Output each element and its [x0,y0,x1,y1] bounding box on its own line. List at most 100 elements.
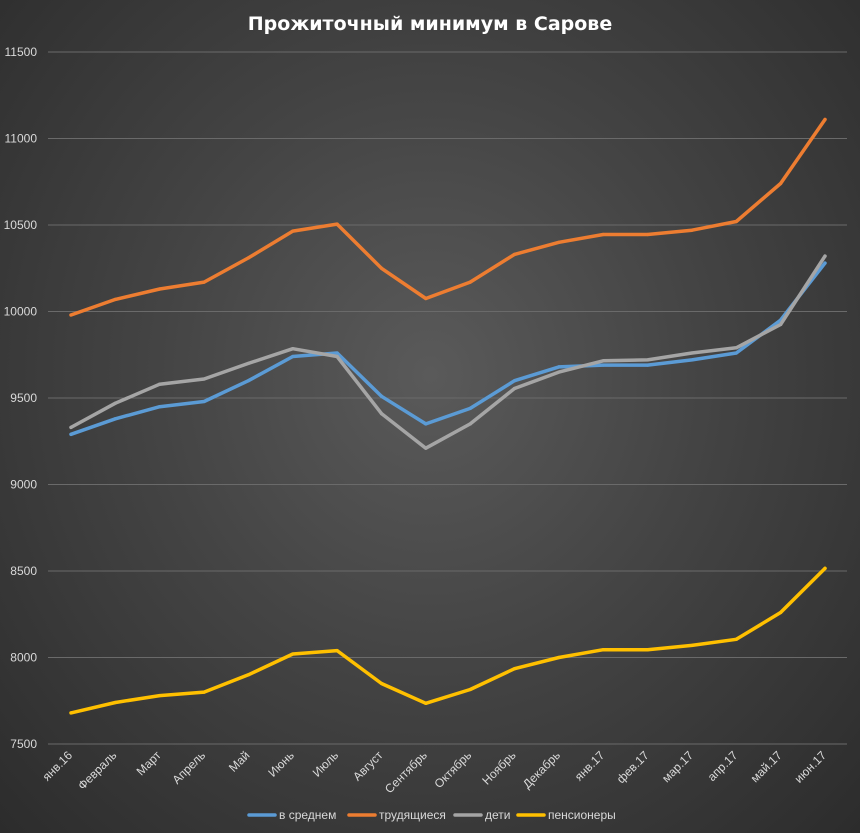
series-line-1 [69,117,827,317]
x-tick-label: Ноябрь [479,748,518,787]
data-point [379,411,384,416]
data-point [246,361,251,365]
y-tick-label: 9500 [10,391,37,405]
data-point [379,681,384,686]
data-point [645,232,650,237]
data-point [512,386,517,391]
data-point [69,425,73,430]
data-point [557,240,561,244]
gridlines [48,51,847,745]
y-tick-label: 11500 [5,45,38,59]
x-tick-label: Апрель [169,748,208,787]
data-point [557,655,561,660]
data-point [734,346,738,350]
data-point [69,711,73,715]
data-point [823,261,827,265]
data-point [823,254,827,258]
y-tick-label: 11000 [5,132,38,146]
x-tick-label: фев.17 [614,748,652,786]
data-point [424,422,428,426]
legend-label: дети [485,808,510,822]
x-tick-label: Март [134,748,165,779]
data-point [601,359,605,363]
data-point [601,363,605,367]
data-point [823,566,827,571]
legend: в среднем трудящиеся дети пенсионеры [247,808,616,822]
data-point [202,280,206,284]
data-point [379,266,384,270]
data-point [69,313,73,317]
data-point [291,652,295,656]
x-tick-label: Февраль [75,748,119,792]
data-point [113,401,117,405]
data-point [512,379,517,383]
data-point [291,347,295,351]
data-point [690,643,694,647]
data-point [512,252,517,257]
data-point [645,648,650,652]
data-point [202,377,206,381]
data-point [246,673,251,677]
data-point [512,667,517,671]
x-axis-ticks: янв.16 Февраль Март Апрель Май Июнь Июль Август… [40,748,830,796]
data-point [468,422,472,426]
data-point [557,370,561,374]
data-point [557,365,561,369]
x-tick-label: Октябрь [432,748,475,791]
data-point [823,117,827,122]
data-point [734,637,738,641]
x-tick-label: Декабрь [520,748,563,791]
y-tick-label: 7500 [10,737,37,751]
data-point [468,687,472,692]
x-tick-label: июн.17 [792,748,830,786]
x-tick-label: Август [350,748,386,784]
chart-title: Прожиточный минимум в Сарове [248,13,612,35]
data-point [113,417,117,421]
data-point [468,280,472,284]
data-point [291,354,295,359]
legend-label: трудящиеся [379,808,446,822]
x-tick-label: мар.17 [659,748,696,785]
data-point [734,219,738,224]
data-point [779,322,783,327]
data-point [645,358,650,362]
x-tick-label: Июль [310,748,342,780]
y-tick-label: 10000 [4,305,38,319]
data-point [379,394,384,398]
data-point [202,399,206,404]
data-point [158,693,162,698]
data-point [291,229,295,233]
x-tick-label: Сентябрь [382,748,430,796]
data-point [601,232,605,237]
data-point [335,222,339,226]
x-tick-label: Май [226,748,253,775]
data-point [424,296,428,301]
x-tick-label: май.17 [748,748,785,785]
data-point [246,256,251,260]
data-point [601,648,605,652]
data-point [779,181,783,186]
data-point [113,700,117,705]
data-point [335,351,339,355]
series-line-0 [69,261,827,437]
y-tick-label: 8000 [10,651,37,665]
data-point [202,690,206,694]
y-axis-ticks: 7500 8000 8500 9000 9500 10000 10500 11000 11500 [4,45,38,751]
legend-label: в среднем [279,808,336,822]
data-point [690,351,694,355]
y-tick-label: 10500 [4,218,38,232]
x-tick-label: апр.17 [705,748,741,784]
data-point [335,354,339,359]
x-tick-label: янв.17 [572,748,608,784]
data-point [734,351,738,355]
data-point [690,358,694,362]
series-line-3 [69,566,827,715]
data-point [690,228,694,232]
series-lines [69,117,827,715]
data-point [113,297,117,301]
series-line-2 [69,254,827,450]
data-point [424,446,428,450]
data-point [468,406,472,410]
